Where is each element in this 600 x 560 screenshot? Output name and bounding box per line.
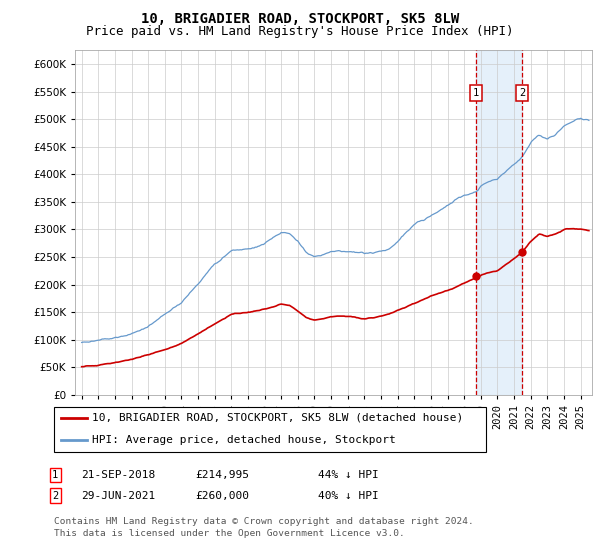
Text: HPI: Average price, detached house, Stockport: HPI: Average price, detached house, Stoc…: [92, 435, 395, 445]
Text: 1: 1: [52, 470, 58, 480]
Text: 44% ↓ HPI: 44% ↓ HPI: [318, 470, 379, 480]
Text: 10, BRIGADIER ROAD, STOCKPORT, SK5 8LW (detached house): 10, BRIGADIER ROAD, STOCKPORT, SK5 8LW (…: [92, 413, 463, 423]
Text: 2: 2: [52, 491, 58, 501]
Bar: [476, 50, 523, 395]
Text: £260,000: £260,000: [195, 491, 249, 501]
Text: 29-JUN-2021: 29-JUN-2021: [81, 491, 155, 501]
Text: £214,995: £214,995: [195, 470, 249, 480]
Text: Price paid vs. HM Land Registry's House Price Index (HPI): Price paid vs. HM Land Registry's House …: [86, 25, 514, 38]
Text: 1: 1: [473, 88, 479, 98]
Text: Contains HM Land Registry data © Crown copyright and database right 2024.: Contains HM Land Registry data © Crown c…: [54, 517, 474, 526]
Text: 2: 2: [519, 88, 526, 98]
Text: 21-SEP-2018: 21-SEP-2018: [81, 470, 155, 480]
Text: 10, BRIGADIER ROAD, STOCKPORT, SK5 8LW: 10, BRIGADIER ROAD, STOCKPORT, SK5 8LW: [141, 12, 459, 26]
Text: This data is licensed under the Open Government Licence v3.0.: This data is licensed under the Open Gov…: [54, 529, 405, 538]
Text: 40% ↓ HPI: 40% ↓ HPI: [318, 491, 379, 501]
